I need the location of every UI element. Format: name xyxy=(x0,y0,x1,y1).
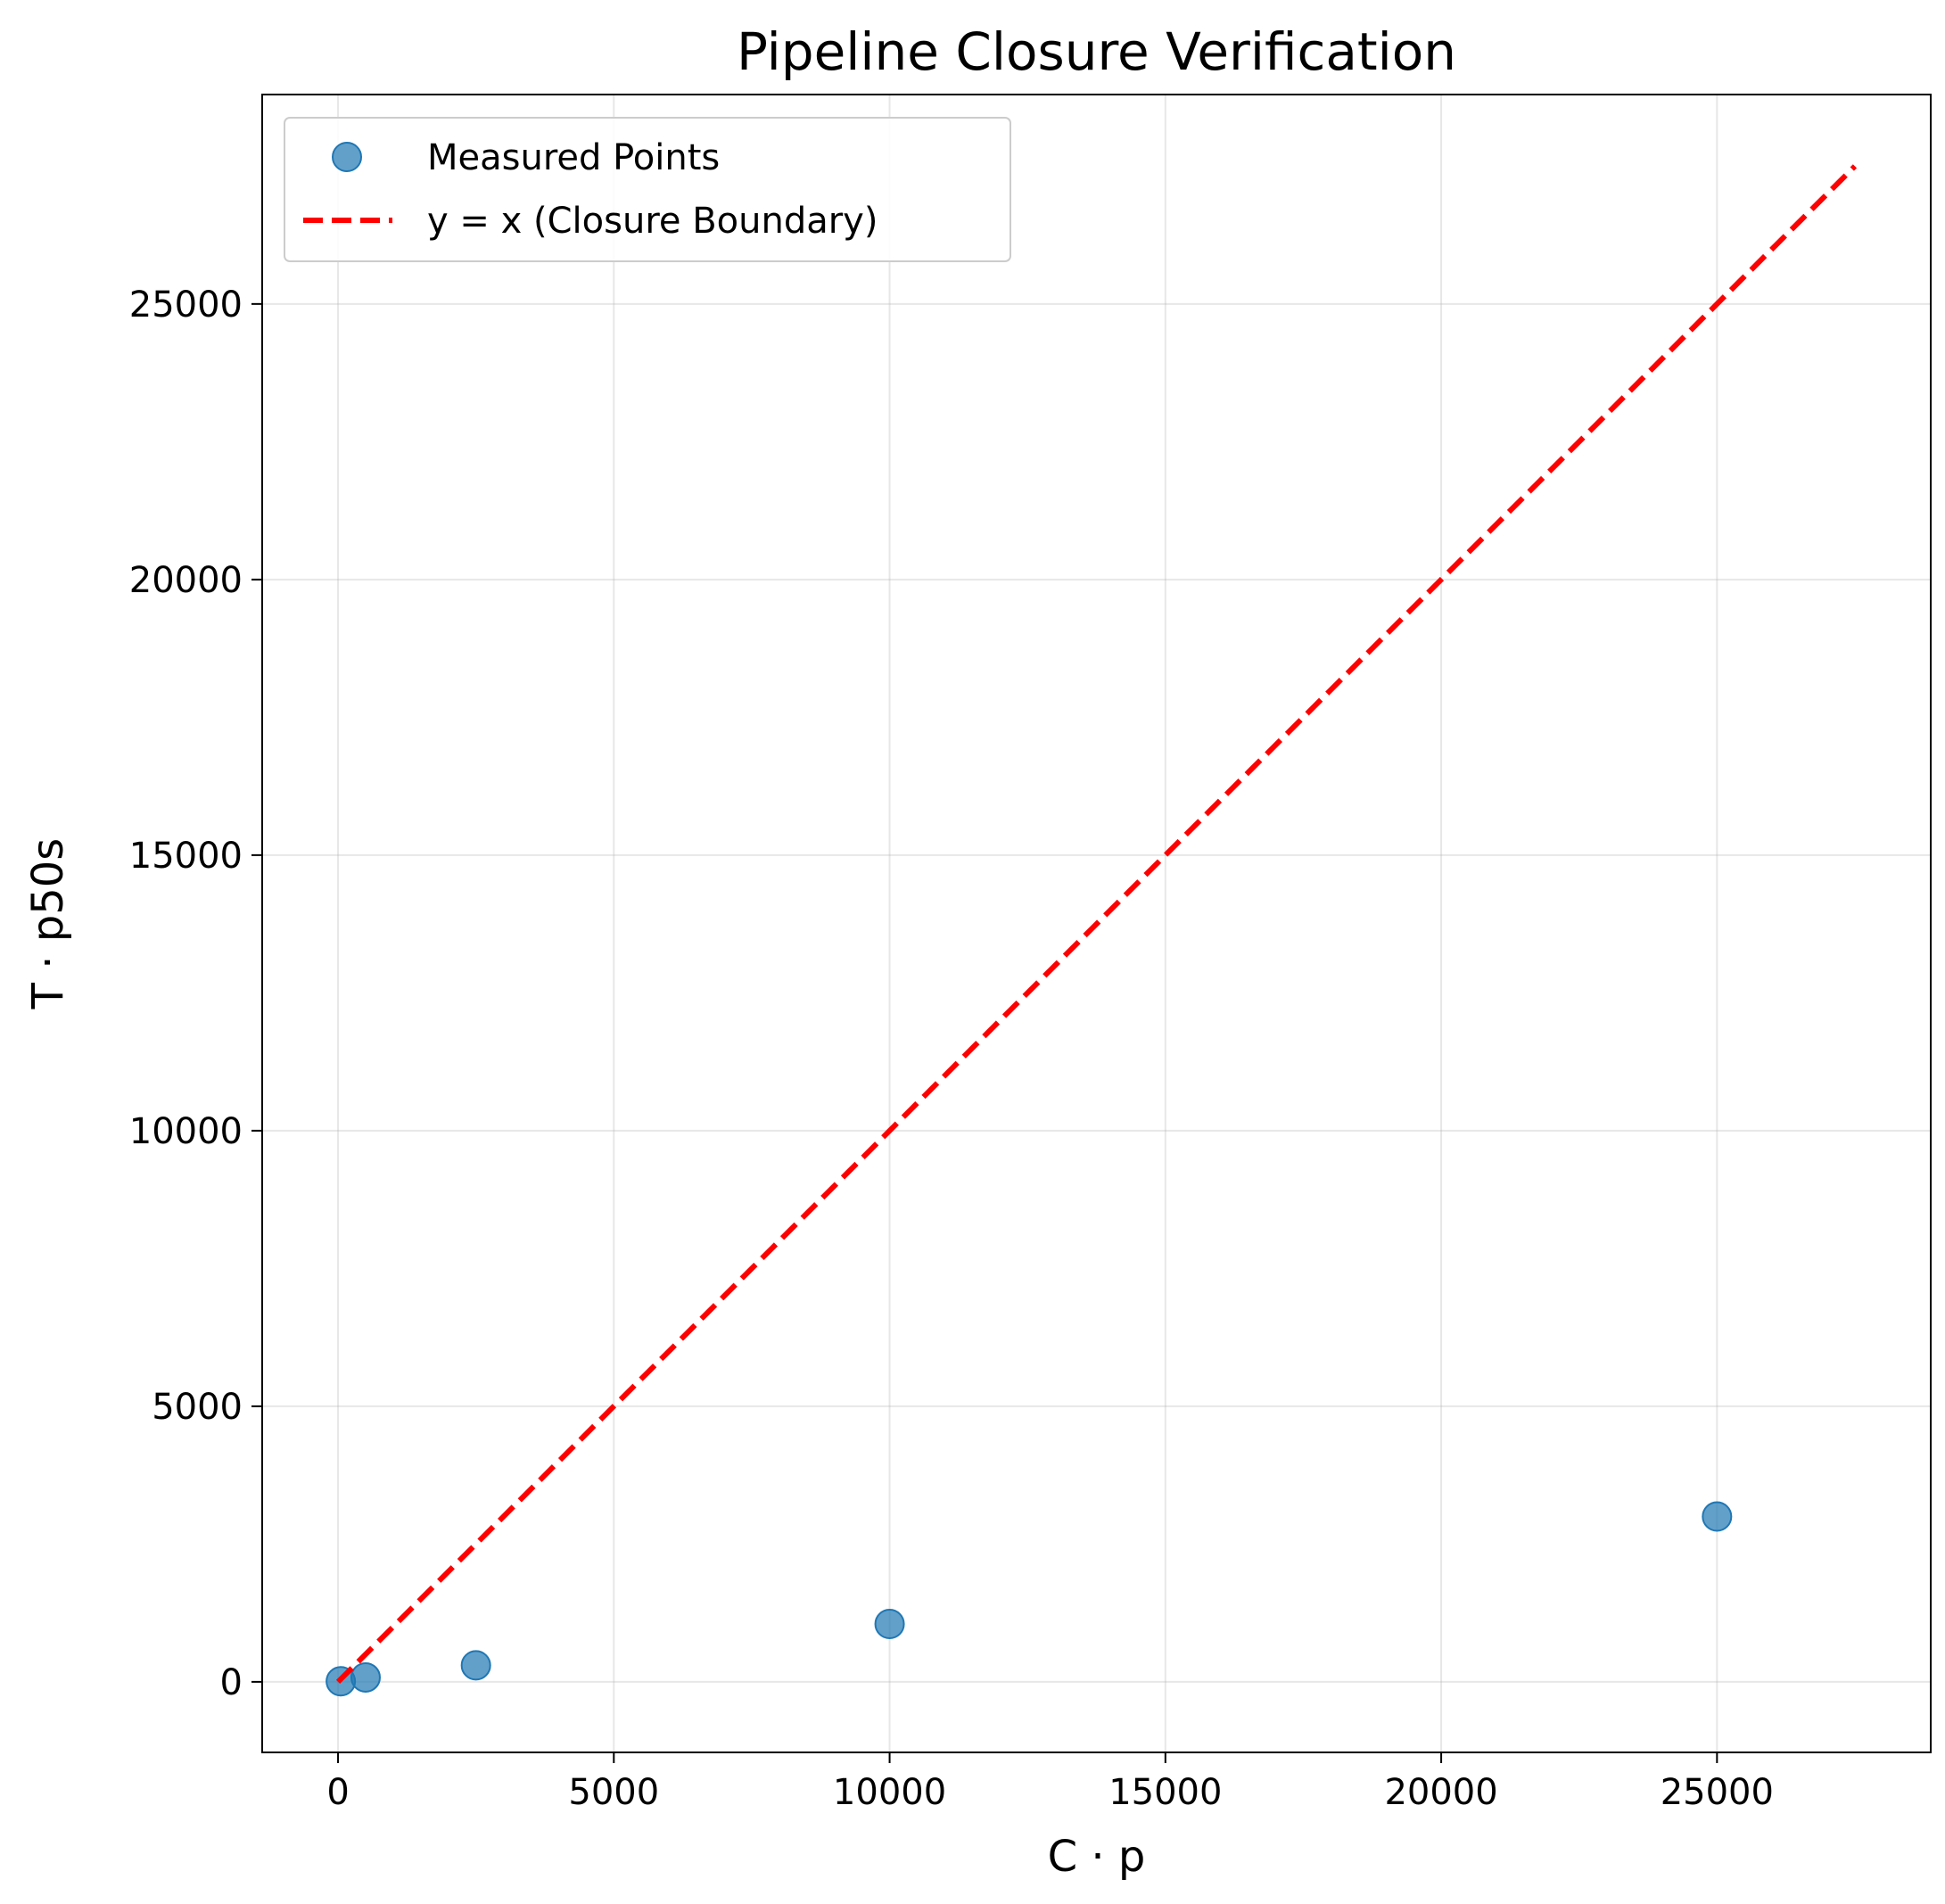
x-tick-label-25000: 25000 xyxy=(1661,1772,1774,1813)
plot-area-frame xyxy=(261,94,1932,1753)
data-point-4 xyxy=(1702,1501,1733,1532)
x-tick-label-15000: 15000 xyxy=(1108,1772,1222,1813)
series-layer xyxy=(326,164,1858,1697)
legend: Measured Points y = x (Closure Boundary) xyxy=(284,117,1011,262)
y-tick-label-15000: 15000 xyxy=(129,836,243,877)
y-tick-label-25000: 25000 xyxy=(129,284,243,326)
legend-label-measured-points: Measured Points xyxy=(427,137,720,178)
x-tick-label-5000: 5000 xyxy=(568,1772,659,1813)
closure-boundary-line xyxy=(335,164,1858,1685)
axis-ticks: 0 5000 10000 15000 20000 25000 0 5000 10000 15000… xyxy=(129,284,1774,1813)
y-tick-label-0: 0 xyxy=(220,1662,243,1703)
x-tick-label-10000: 10000 xyxy=(833,1772,946,1813)
x-axis-label: C · p xyxy=(1048,1832,1146,1882)
grid-lines xyxy=(262,95,1931,1752)
series-y-x-closure-boundary xyxy=(335,164,1858,1685)
legend-marker-measured-points xyxy=(332,142,362,172)
legend-box xyxy=(284,117,1011,262)
y-tick-label-5000: 5000 xyxy=(152,1387,243,1428)
x-tick-label-20000: 20000 xyxy=(1384,1772,1497,1813)
chart-title: Pipeline Closure Verification xyxy=(737,21,1456,82)
data-point-3 xyxy=(874,1609,905,1640)
y-tick-label-20000: 20000 xyxy=(129,560,243,601)
legend-label-closure-boundary: y = x (Closure Boundary) xyxy=(427,201,878,242)
data-point-2 xyxy=(460,1650,491,1681)
data-point-1 xyxy=(350,1661,381,1693)
y-axis-label: T · p50s xyxy=(23,838,73,1010)
x-tick-label-0: 0 xyxy=(326,1772,349,1813)
y-tick-label-10000: 10000 xyxy=(129,1111,243,1152)
